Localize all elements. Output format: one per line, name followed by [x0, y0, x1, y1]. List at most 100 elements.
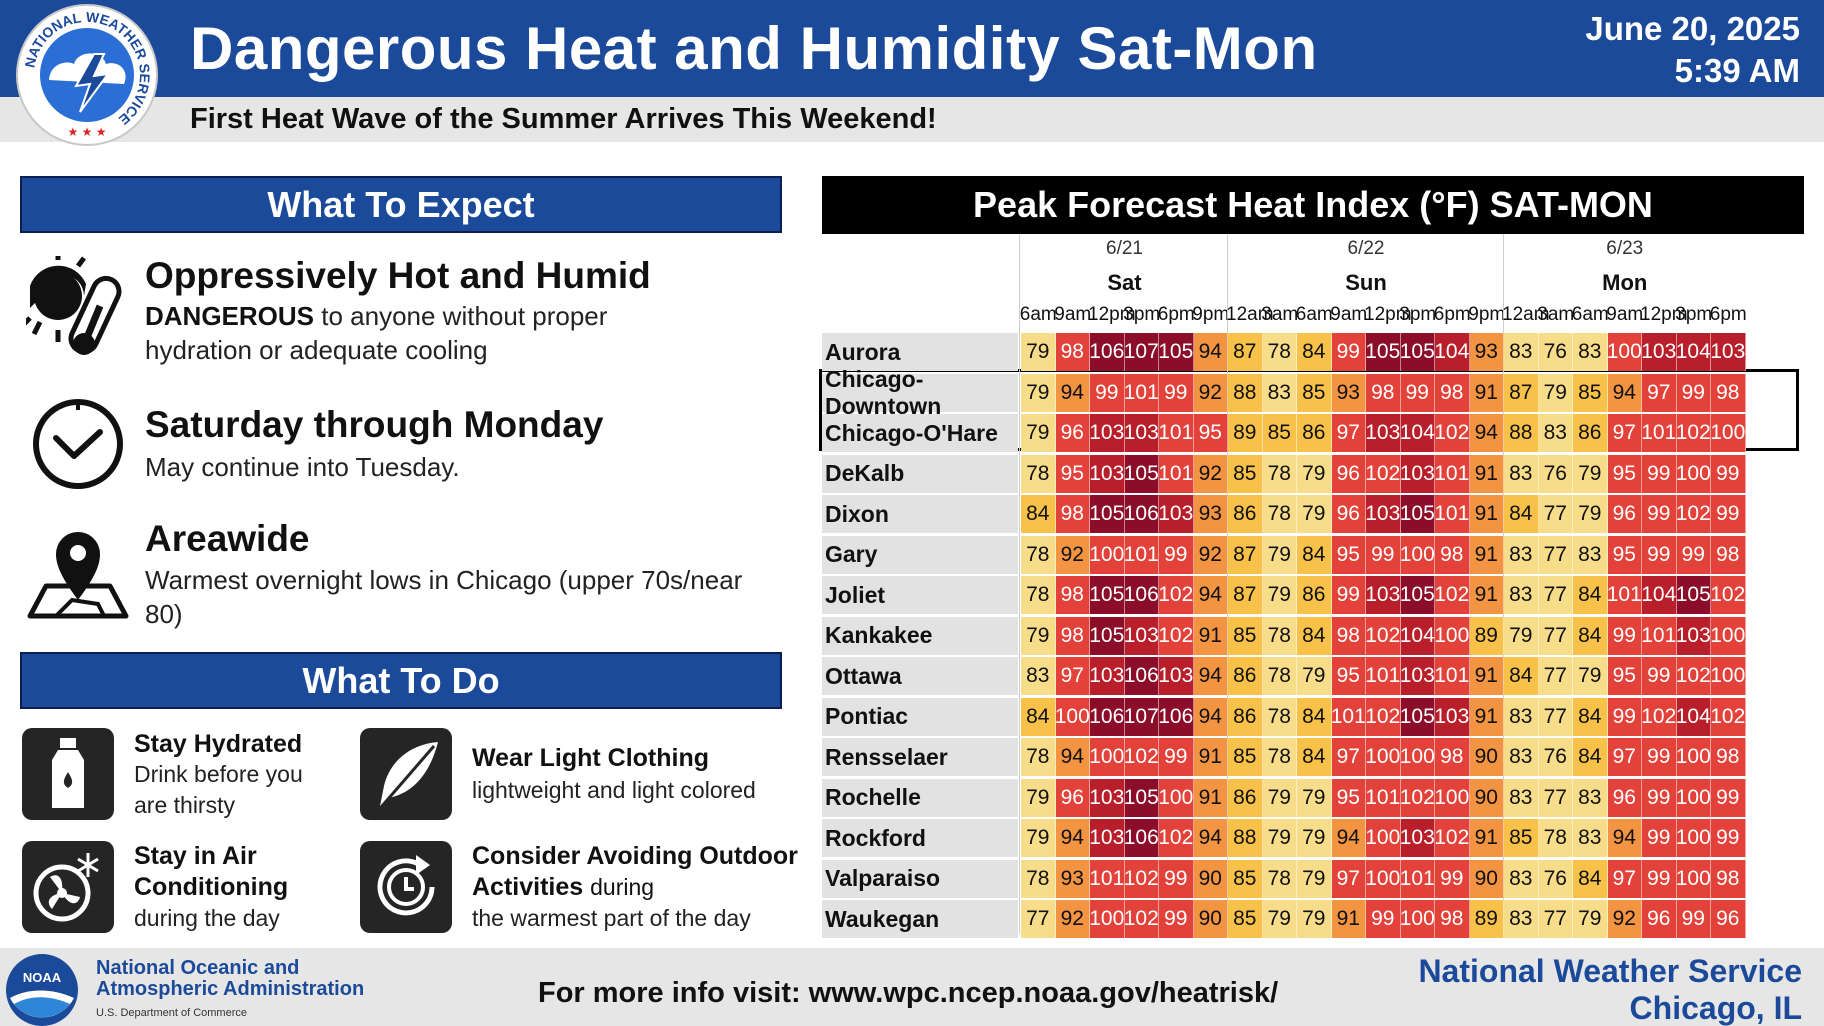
hour-label: 6pm: [1157, 304, 1195, 325]
heat-index-cell: 83: [1538, 414, 1573, 452]
heat-index-cell: 79: [1573, 454, 1608, 493]
heat-index-cell: 99: [1711, 495, 1746, 533]
city-label: Joliet: [822, 576, 1018, 614]
heat-index-cell: 84: [1297, 535, 1332, 574]
heat-index-cell: 84: [1297, 738, 1332, 776]
day-name: Sat: [1107, 270, 1142, 295]
map-pin-icon: [27, 532, 129, 619]
heat-index-cell: 98: [1711, 738, 1746, 776]
city-label: DeKalb: [822, 454, 1018, 493]
heat-index-cell: 84: [1297, 616, 1332, 655]
city-label: Aurora: [822, 333, 1018, 371]
heat-index-cell: 91: [1469, 819, 1504, 857]
heat-index-cell: 93: [1193, 495, 1228, 533]
heat-index-cell: 105: [1400, 495, 1435, 533]
heat-index-cell: 100: [1710, 657, 1746, 695]
heat-index-cell: 85: [1504, 819, 1539, 857]
heat-index-cell: 103: [1365, 414, 1401, 452]
heat-index-cell: 106: [1124, 576, 1159, 614]
heat-index-cell: 77: [1538, 900, 1573, 938]
fan-snowflake-icon: [22, 841, 114, 933]
heat-index-cell: 87: [1504, 373, 1539, 412]
heat-index-cell: 102: [1434, 414, 1470, 452]
heat-index-cell: 98: [1435, 900, 1470, 938]
heat-index-cell: 100: [1089, 738, 1125, 776]
heat-index-cell: 91: [1469, 697, 1504, 736]
heat-index-cell: 100: [1089, 535, 1125, 574]
heat-index-cell: 78: [1021, 859, 1056, 898]
hour-label: 6am: [1571, 304, 1609, 325]
issue-date: June 20, 2025: [1585, 10, 1800, 47]
heat-index-cell: 86: [1573, 414, 1608, 452]
heat-index-cell: 100: [1676, 819, 1711, 857]
hour-label: 3pm: [1123, 304, 1161, 325]
heat-index-cell: 84: [1021, 495, 1056, 533]
heat-index-cell: 85: [1262, 414, 1297, 452]
heat-index-cell: 90: [1469, 738, 1504, 776]
heat-index-cell: 103: [1400, 819, 1435, 857]
heat-index-cell: 105: [1400, 333, 1435, 371]
heat-index-cell: 98: [1055, 576, 1090, 614]
heat-index-cell: 97: [1607, 414, 1642, 452]
hour-label: 9am: [1606, 304, 1644, 325]
heat-index-cell: 105: [1400, 697, 1435, 736]
what-to-do-heading: What To Do: [20, 652, 782, 709]
heat-index-cell: 106: [1089, 697, 1125, 736]
heat-index-cell: 95: [1331, 535, 1366, 574]
do-title-hydrated: Stay Hydrated: [134, 730, 303, 758]
heat-index-cell: 77: [1021, 900, 1056, 938]
heat-index-cell: 94: [1055, 819, 1090, 857]
do-title-clothing: Wear Light Clothing: [472, 744, 710, 772]
day-date: 6/21: [1106, 238, 1143, 259]
heat-index-cell: 98: [1055, 333, 1090, 371]
heat-index-cell: 99: [1642, 535, 1677, 574]
heat-index-cell: 105: [1158, 333, 1194, 371]
clock-rotate-icon: [360, 841, 452, 933]
heat-index-cell: 77: [1538, 778, 1573, 817]
heat-index-cell: 94: [1193, 697, 1228, 736]
heat-index-cell: 94: [1193, 657, 1228, 695]
nws-office-line2: Chicago, IL: [1629, 990, 1802, 1026]
heat-index-cell: 98: [1711, 859, 1746, 898]
heat-index-cell: 102: [1641, 697, 1677, 736]
heat-index-cell: 85: [1228, 738, 1263, 776]
heat-index-cell: 95: [1331, 657, 1366, 695]
heat-index-cell: 102: [1365, 697, 1401, 736]
heat-index-cell: 102: [1365, 454, 1401, 493]
expect-body-days: May continue into Tuesday.: [145, 452, 460, 482]
heat-index-cell: 97: [1642, 373, 1677, 412]
heat-index-cell: 91: [1193, 616, 1228, 655]
heat-index-cell: 95: [1331, 778, 1366, 817]
heat-index-cell: 100: [1710, 616, 1746, 655]
expect-title-areawide: Areawide: [145, 518, 310, 559]
page-subtitle: First Heat Wave of the Summer Arrives Th…: [190, 103, 937, 135]
heat-index-cell: 95: [1607, 454, 1642, 493]
heat-index-cell: 101: [1434, 495, 1470, 533]
heat-index-cell: 93: [1469, 333, 1504, 371]
heat-index-cell: 79: [1297, 657, 1332, 695]
heat-index-cell: 105: [1400, 576, 1435, 614]
heat-index-cell: 99: [1642, 819, 1677, 857]
heat-index-cell: 94: [1193, 819, 1228, 857]
heat-index-cell: 91: [1193, 778, 1228, 817]
heat-index-cell: 104: [1676, 697, 1711, 736]
heat-index-cell: 100: [1055, 697, 1090, 736]
heat-index-cell: 94: [1607, 819, 1642, 857]
page-title: Dangerous Heat and Humidity Sat-Mon: [190, 15, 1318, 82]
heat-index-cell: 102: [1124, 738, 1159, 776]
heat-index-cell: 86: [1228, 697, 1263, 736]
heat-index-cell: 102: [1124, 859, 1159, 898]
heat-index-cell: 83: [1573, 778, 1608, 817]
do-body-air-conditioning: during the day: [134, 905, 280, 931]
heat-index-cell: 103: [1089, 778, 1125, 817]
day-name: Sun: [1345, 270, 1387, 295]
heat-index-cell: 99: [1642, 738, 1677, 776]
heat-index-cell: 84: [1573, 738, 1608, 776]
heat-index-cell: 92: [1055, 900, 1090, 938]
heat-index-cell: 100: [1365, 819, 1401, 857]
heat-index-cell: 91: [1469, 576, 1504, 614]
heat-index-cell: 79: [1262, 576, 1297, 614]
heat-index-cell: 101: [1400, 859, 1435, 898]
heat-index-cell: 77: [1538, 495, 1573, 533]
more-info-link[interactable]: For more info visit: www.wpc.ncep.noaa.g…: [538, 977, 1279, 1009]
